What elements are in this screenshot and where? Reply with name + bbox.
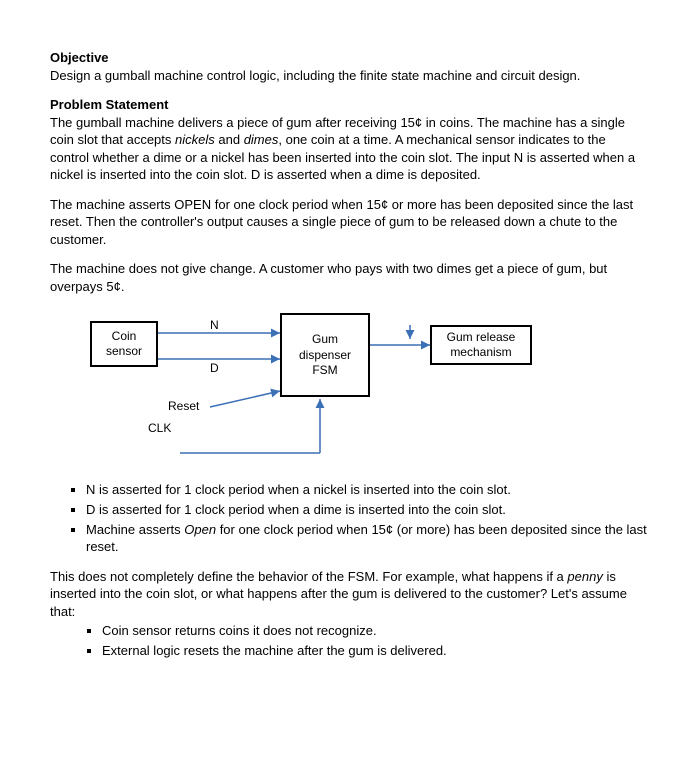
- objective-heading: Objective: [50, 50, 648, 65]
- followup-a: This does not completely define the beha…: [50, 569, 567, 584]
- signal-N: N: [210, 318, 219, 332]
- bullet-open-a: Machine asserts: [86, 522, 184, 537]
- bullet-D: D is asserted for 1 clock period when a …: [86, 501, 648, 519]
- behavior-bullets: N is asserted for 1 clock period when a …: [50, 481, 648, 555]
- problem-p1: The gumball machine delivers a piece of …: [50, 114, 648, 184]
- coin-sensor-box: Coin sensor: [90, 321, 158, 367]
- release-l2: mechanism: [450, 345, 511, 361]
- problem-p1-b: and: [215, 132, 244, 147]
- objective-text: Design a gumball machine control logic, …: [50, 67, 648, 85]
- problem-p3: The machine does not give change. A cust…: [50, 260, 648, 295]
- assumption-1: Coin sensor returns coins it does not re…: [102, 622, 648, 640]
- bullet-open-i: Open: [184, 522, 216, 537]
- assumption-bullets: Coin sensor returns coins it does not re…: [50, 622, 648, 659]
- followup-para: This does not completely define the beha…: [50, 568, 648, 621]
- fsm-box: Gum dispenser FSM: [280, 313, 370, 397]
- fsm-l3: FSM: [312, 363, 337, 379]
- problem-p1-dimes: dimes: [244, 132, 279, 147]
- problem-p1-nickels: nickels: [175, 132, 215, 147]
- bullet-open: Machine asserts Open for one clock perio…: [86, 521, 648, 556]
- followup-penny: penny: [567, 569, 602, 584]
- fsm-l2: dispenser: [299, 348, 351, 364]
- bullet-N: N is asserted for 1 clock period when a …: [86, 481, 648, 499]
- release-box: Gum release mechanism: [430, 325, 532, 365]
- block-diagram: Coin sensor Gum dispenser FSM Gum releas…: [90, 313, 550, 463]
- document-page: Objective Design a gumball machine contr…: [0, 0, 698, 691]
- signal-clk: CLK: [148, 421, 171, 435]
- coin-sensor-l1: Coin: [112, 329, 137, 345]
- assumption-2: External logic resets the machine after …: [102, 642, 648, 660]
- signal-D: D: [210, 361, 219, 375]
- problem-p2: The machine asserts OPEN for one clock p…: [50, 196, 648, 249]
- coin-sensor-l2: sensor: [106, 344, 142, 360]
- release-l1: Gum release: [447, 330, 516, 346]
- problem-heading: Problem Statement: [50, 97, 648, 112]
- signal-reset: Reset: [168, 399, 199, 413]
- fsm-l1: Gum: [312, 332, 338, 348]
